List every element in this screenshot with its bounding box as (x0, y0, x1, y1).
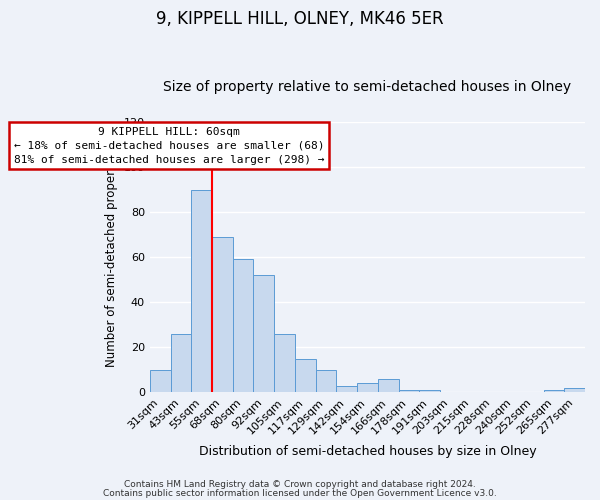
Bar (398, 390, 419, 392)
Text: 9, KIPPELL HILL, OLNEY, MK46 5ER: 9, KIPPELL HILL, OLNEY, MK46 5ER (156, 10, 444, 28)
Bar (150, 370, 170, 392)
Bar (337, 386, 357, 392)
Bar (233, 260, 253, 392)
Bar (274, 334, 295, 392)
Text: 9 KIPPELL HILL: 60sqm
← 18% of semi-detached houses are smaller (68)
81% of semi: 9 KIPPELL HILL: 60sqm ← 18% of semi-deta… (14, 126, 324, 164)
Title: Size of property relative to semi-detached houses in Olney: Size of property relative to semi-detach… (163, 80, 572, 94)
Bar (378, 379, 398, 392)
Bar (191, 190, 212, 392)
Bar (170, 334, 191, 392)
Bar (544, 390, 564, 392)
Y-axis label: Number of semi-detached properties: Number of semi-detached properties (106, 148, 118, 366)
Bar (419, 390, 440, 392)
X-axis label: Distribution of semi-detached houses by size in Olney: Distribution of semi-detached houses by … (199, 444, 536, 458)
Bar (564, 388, 585, 392)
Text: Contains public sector information licensed under the Open Government Licence v3: Contains public sector information licen… (103, 490, 497, 498)
Bar (295, 358, 316, 392)
Bar (212, 237, 233, 392)
Bar (253, 275, 274, 392)
Bar (316, 370, 337, 392)
Bar (357, 384, 378, 392)
Text: Contains HM Land Registry data © Crown copyright and database right 2024.: Contains HM Land Registry data © Crown c… (124, 480, 476, 489)
